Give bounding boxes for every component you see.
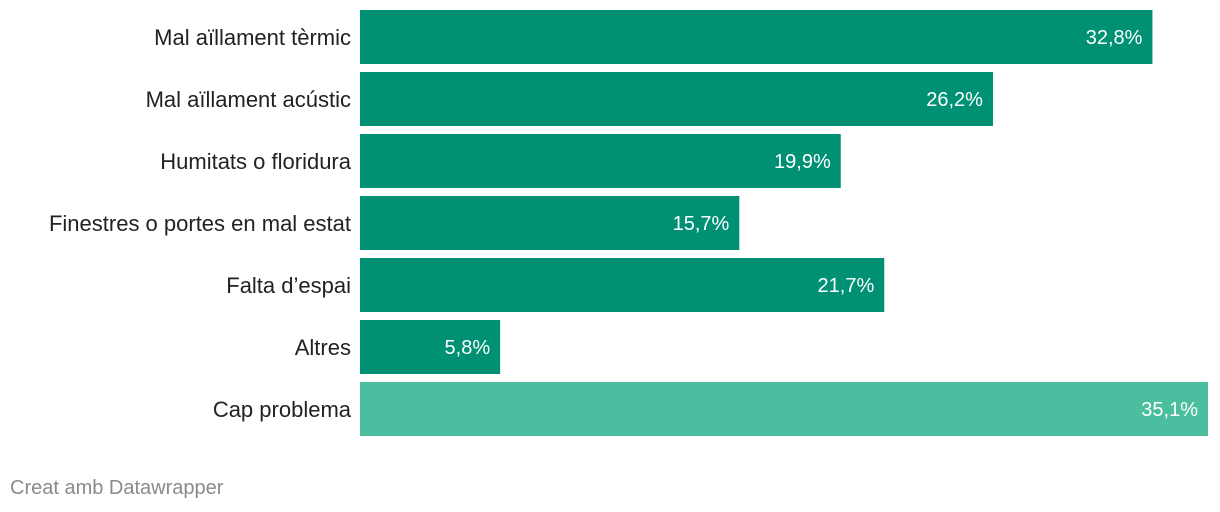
bar (360, 10, 1153, 64)
value-label: 5,8% (445, 337, 491, 359)
value-label: 32,8% (1086, 27, 1143, 49)
bar (360, 320, 501, 374)
value-label: 19,9% (774, 151, 831, 173)
category-label: Cap problema (213, 397, 352, 422)
bar (360, 134, 841, 188)
bar (360, 72, 993, 126)
value-label: 21,7% (818, 275, 875, 297)
category-label: Falta d’espai (226, 273, 351, 298)
value-label: 35,1% (1141, 399, 1198, 421)
category-label: Finestres o portes en mal estat (49, 211, 351, 236)
value-label: 15,7% (673, 213, 730, 235)
category-label: Mal aïllament acústic (146, 87, 351, 112)
category-label: Mal aïllament tèrmic (154, 25, 351, 50)
bar-chart: Mal aïllament tèrmic 32,8% Mal aïllament a… (49, 10, 1208, 436)
footer-credit: Creat amb Datawrapper (10, 477, 224, 499)
bar (360, 258, 885, 312)
bar (360, 382, 1208, 436)
bar (360, 196, 740, 250)
category-label: Humitats o floridura (160, 149, 352, 174)
category-label: Altres (295, 335, 351, 360)
value-label: 26,2% (926, 89, 983, 111)
